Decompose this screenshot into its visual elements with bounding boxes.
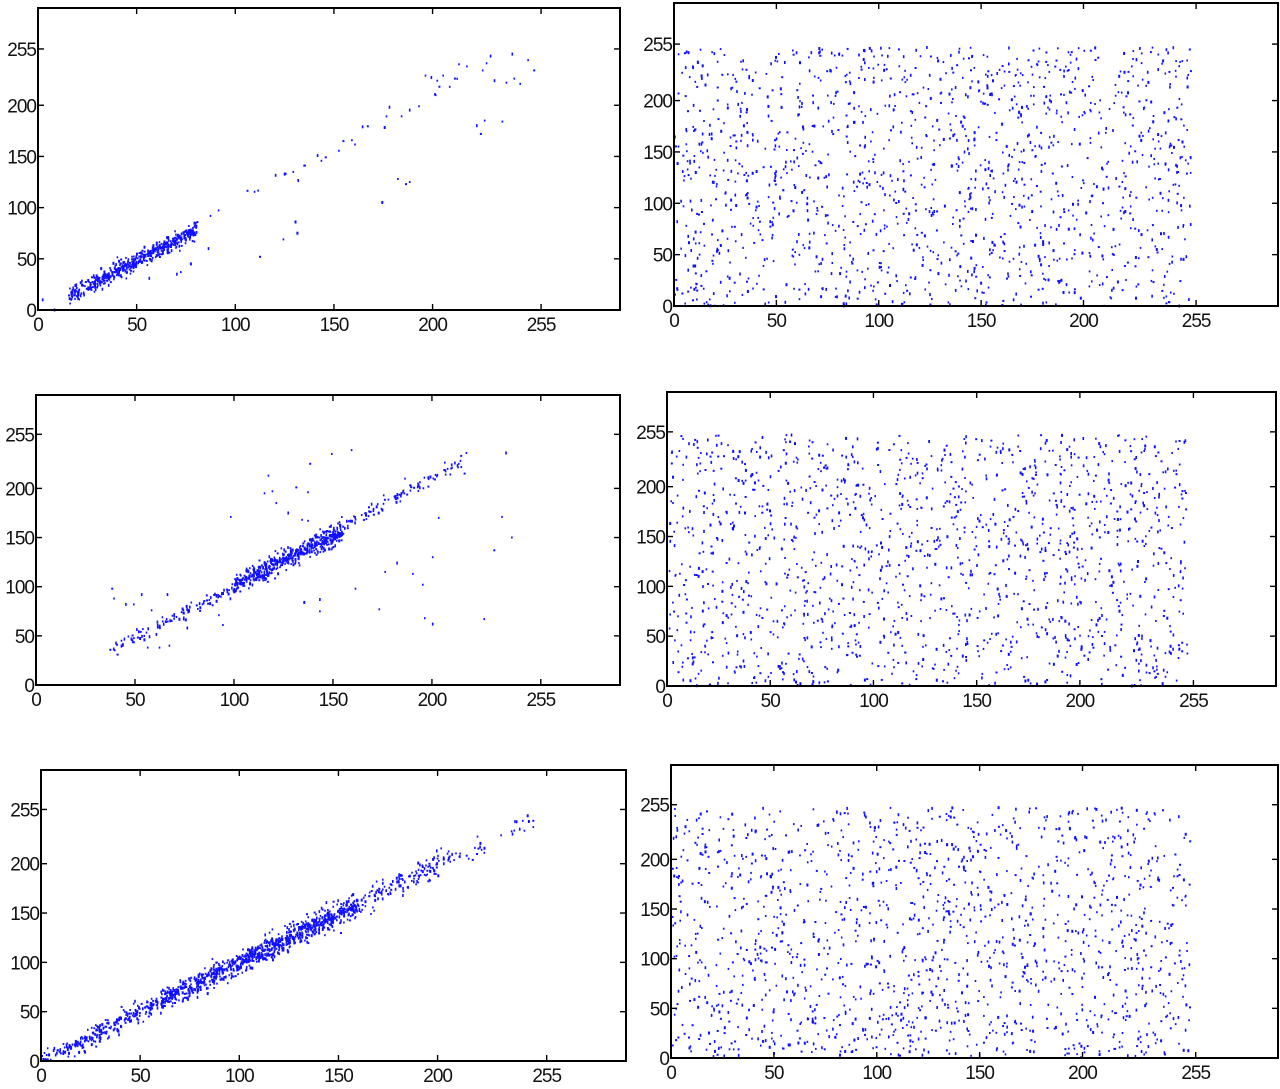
data-points (672, 806, 1191, 1058)
y-tick-label: 200 (636, 478, 665, 499)
x-tick-label: 50 (761, 691, 781, 712)
data-points (674, 46, 1192, 308)
data-points (109, 449, 512, 655)
axes-frame (36, 395, 620, 685)
x-tick-label: 255 (527, 315, 556, 336)
y-tick-label: 200 (5, 479, 34, 500)
x-tick-label: 200 (1066, 691, 1095, 712)
x-tick-label: 200 (423, 1066, 452, 1087)
y-tick-label: 150 (636, 528, 665, 549)
y-tick-label: 50 (646, 627, 666, 648)
x-tick-label: 100 (225, 1066, 254, 1087)
y-tick-label: 200 (643, 92, 672, 113)
y-tick-label: 0 (26, 301, 36, 322)
x-tick-label: 150 (965, 1063, 994, 1084)
x-tick-label: 150 (320, 315, 349, 336)
data-points (669, 434, 1188, 688)
x-tick-label: 255 (1182, 311, 1211, 332)
x-tick-label: 50 (131, 1066, 151, 1087)
x-tick-label: 150 (967, 311, 996, 332)
y-tick-label: 200 (640, 850, 669, 871)
y-tick-label: 255 (7, 40, 36, 61)
y-tick-label: 100 (5, 578, 34, 599)
x-tick-label: 255 (532, 1066, 561, 1087)
y-tick-label: 255 (636, 423, 665, 444)
y-tick-label: 0 (29, 1052, 39, 1073)
x-tick-label: 200 (418, 690, 447, 711)
y-tick-label: 50 (17, 250, 37, 271)
y-tick-label: 255 (643, 35, 672, 56)
y-tick-label: 150 (10, 904, 39, 925)
y-tick-label: 100 (640, 950, 669, 971)
x-tick-label: 100 (221, 315, 250, 336)
data-points (41, 814, 534, 1061)
y-tick-label: 255 (10, 800, 39, 821)
y-tick-label: 50 (653, 246, 673, 267)
y-tick-label: 0 (662, 297, 672, 318)
x-tick-label: 150 (319, 690, 348, 711)
x-tick-label: 255 (1179, 691, 1208, 712)
y-tick-label: 100 (7, 199, 36, 220)
y-tick-label: 150 (643, 143, 672, 164)
y-tick-label: 200 (7, 96, 36, 117)
x-tick-label: 50 (125, 690, 145, 711)
y-tick-label: 50 (650, 999, 670, 1020)
x-tick-label: 200 (418, 315, 447, 336)
x-tick-label: 255 (526, 690, 555, 711)
x-tick-label: 50 (764, 1063, 784, 1084)
x-tick-label: 150 (962, 691, 991, 712)
y-tick-label: 150 (7, 147, 36, 168)
x-tick-label: 100 (864, 311, 893, 332)
y-tick-label: 0 (655, 677, 665, 698)
y-tick-label: 100 (636, 577, 665, 598)
y-tick-label: 50 (20, 1003, 40, 1024)
x-tick-label: 255 (1181, 1063, 1210, 1084)
y-tick-label: 255 (5, 425, 34, 446)
axes-frame (671, 765, 1278, 1058)
x-tick-label: 150 (324, 1066, 353, 1087)
y-tick-label: 200 (10, 855, 39, 876)
y-tick-label: 100 (643, 194, 672, 215)
y-tick-label: 150 (640, 900, 669, 921)
x-tick-label: 100 (859, 691, 888, 712)
y-tick-label: 0 (24, 676, 34, 697)
x-tick-label: 100 (220, 690, 249, 711)
x-tick-label: 100 (862, 1063, 891, 1084)
x-tick-label: 200 (1069, 311, 1098, 332)
x-tick-label: 50 (767, 311, 787, 332)
y-tick-label: 0 (659, 1049, 669, 1070)
x-tick-label: 50 (127, 315, 147, 336)
y-tick-label: 100 (10, 953, 39, 974)
y-tick-label: 255 (640, 796, 669, 817)
x-tick-label: 200 (1068, 1063, 1097, 1084)
data-points (42, 53, 535, 312)
y-tick-label: 50 (15, 627, 35, 648)
y-tick-label: 150 (5, 529, 34, 550)
axes-frame (667, 392, 1276, 686)
